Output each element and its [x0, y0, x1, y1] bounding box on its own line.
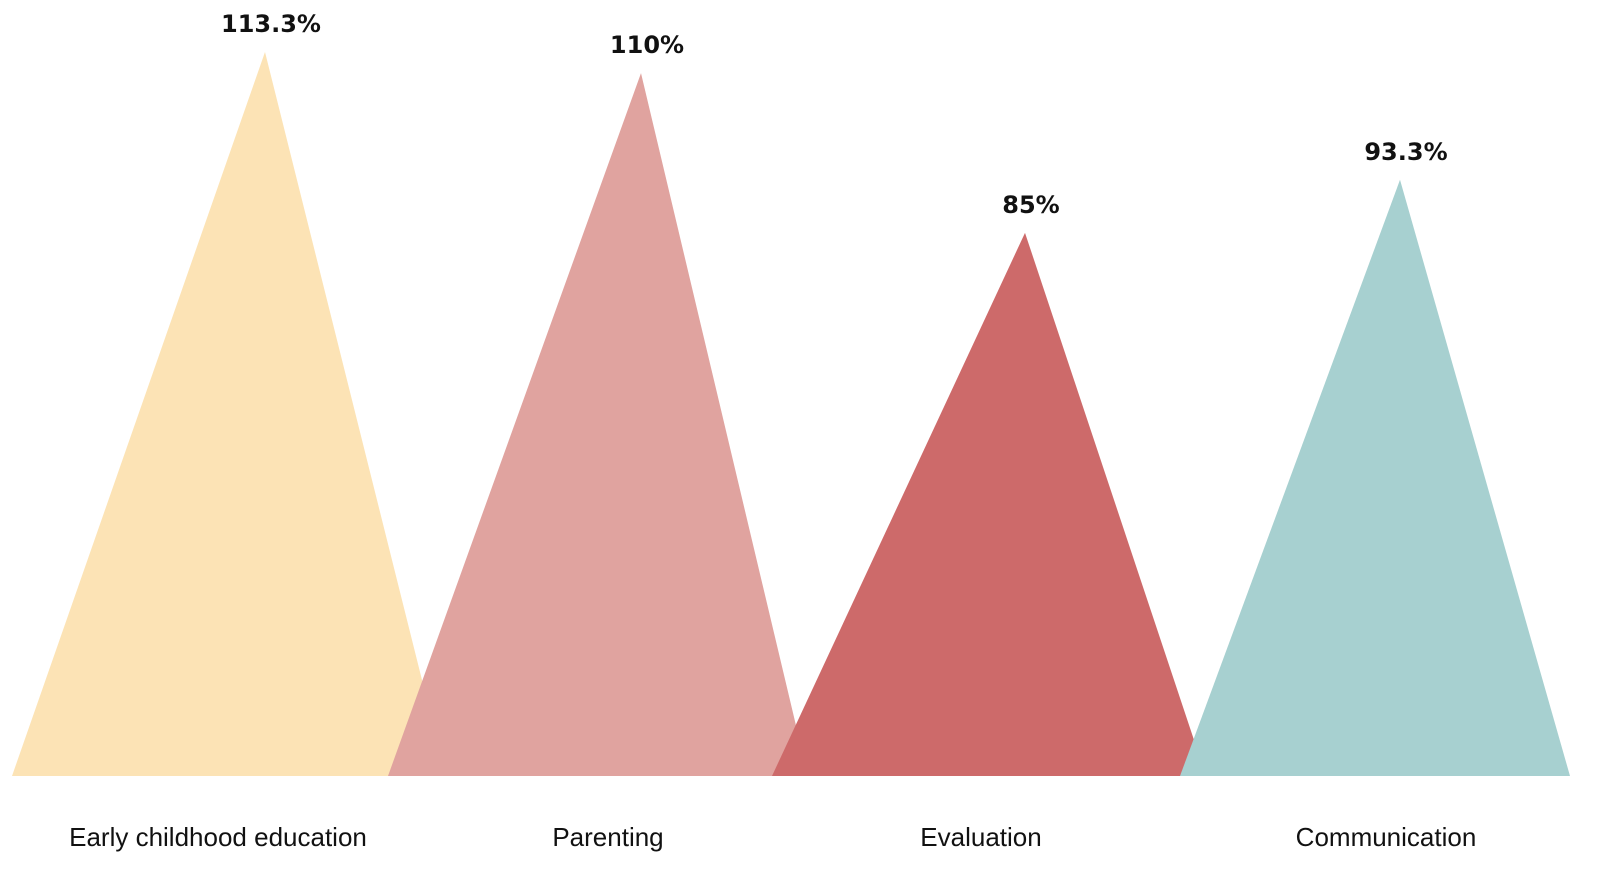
value-label-2: 85%	[1002, 191, 1059, 219]
category-label-0: Early childhood education	[69, 822, 367, 852]
value-label-3: 93.3%	[1364, 138, 1447, 166]
category-label-1: Parenting	[552, 822, 663, 852]
value-label-1: 110%	[610, 31, 684, 59]
peak-1	[388, 73, 808, 776]
peaks-layer	[12, 52, 1570, 777]
peak-0	[12, 52, 446, 776]
value-label-0: 113.3%	[221, 10, 321, 38]
category-label-3: Communication	[1296, 822, 1477, 852]
category-labels-layer: Early childhood education Parenting Evalua…	[69, 822, 1476, 852]
value-labels-layer: 113.3% 110% 85% 93.3%	[221, 10, 1448, 219]
peak-2	[772, 232, 1206, 777]
peak-3	[1180, 179, 1570, 776]
category-label-2: Evaluation	[920, 822, 1041, 852]
